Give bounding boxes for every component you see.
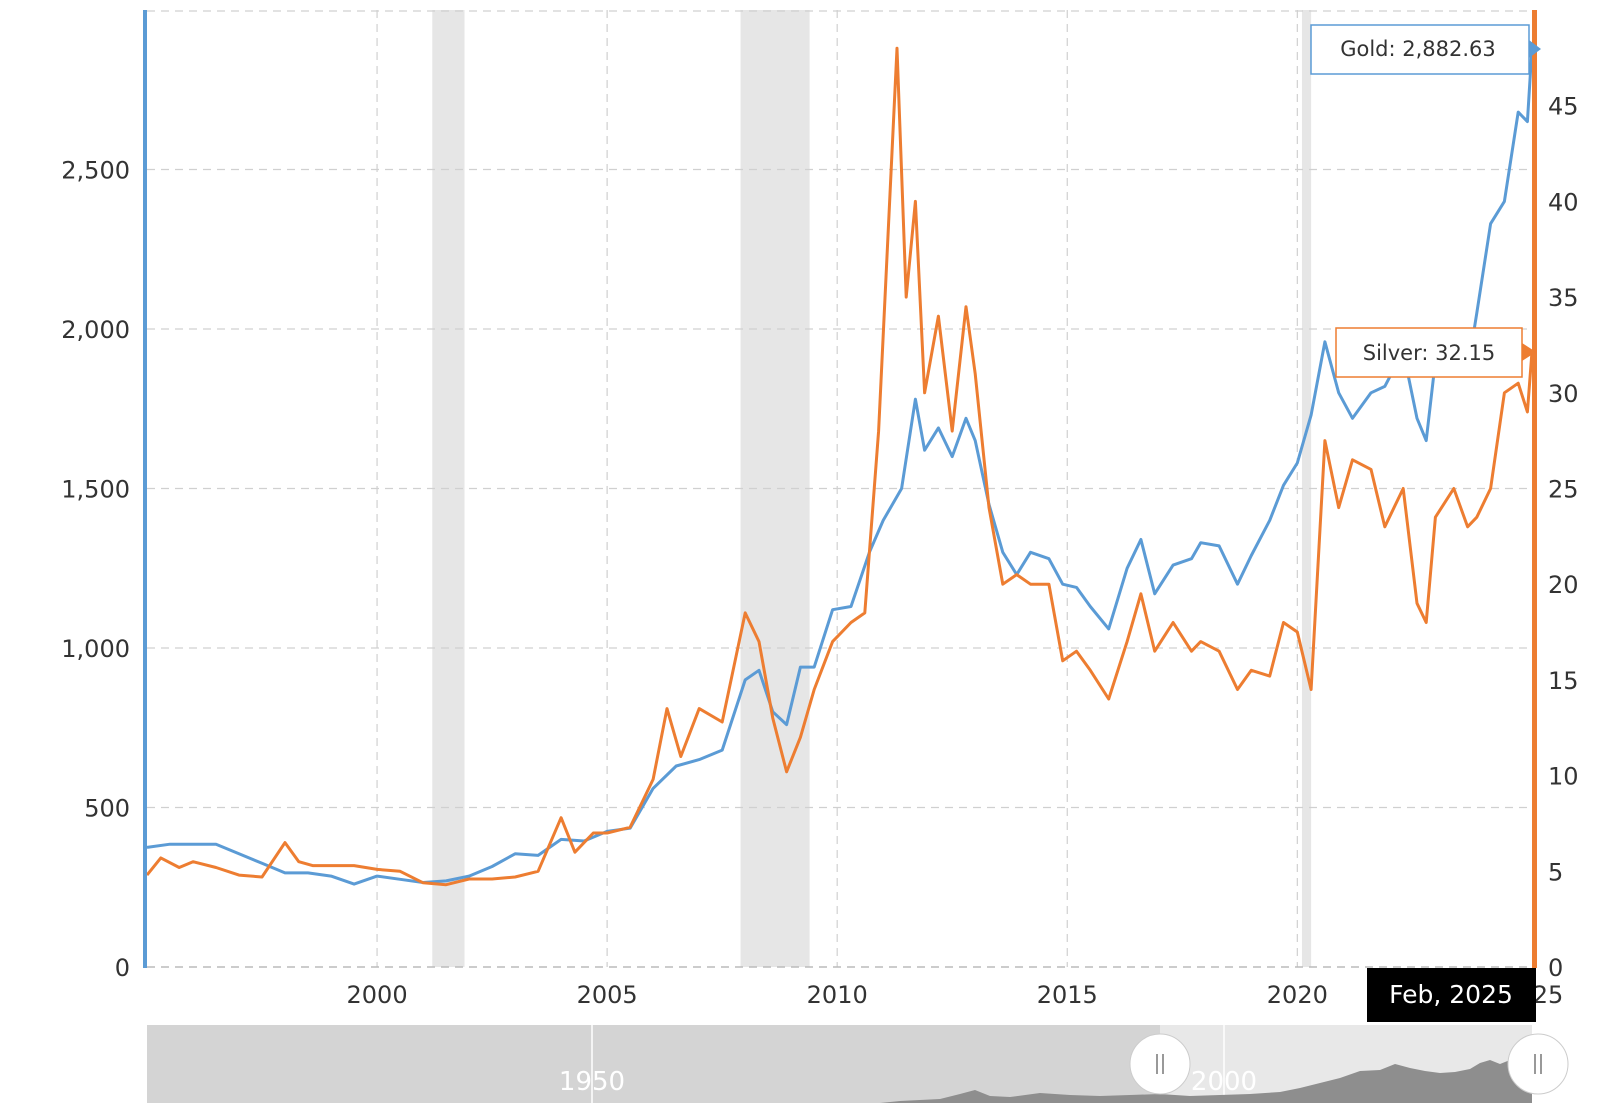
y-left-tick-label: 1,000 [61, 635, 130, 663]
x-tick-label-partial: 25 [1533, 981, 1564, 1009]
y-right-tick-label: 10 [1548, 763, 1579, 791]
x-tick-label: 2005 [577, 981, 638, 1009]
silver-tooltip: Silver: 32.15 [1335, 327, 1523, 378]
y-axis-right-bar [1532, 10, 1537, 968]
y-right-tick-label: 30 [1548, 380, 1579, 408]
gold-tooltip: Gold: 2,882.63 [1310, 24, 1530, 75]
y-left-tick-label: 1,500 [61, 476, 130, 504]
navigator-label-1950: 1950 [559, 1067, 625, 1097]
y-axis-right: 0 5 10 15 20 25 30 35 40 45 [1548, 93, 1579, 982]
x-tick-label: 2010 [807, 981, 868, 1009]
y-right-tick-label: 15 [1548, 667, 1579, 695]
series-line-silver[interactable] [145, 46, 1534, 887]
series-line-gold[interactable] [146, 47, 1534, 886]
y-right-tick-label: 5 [1548, 858, 1563, 886]
y-right-tick-label: 40 [1548, 188, 1579, 216]
navigator[interactable]: 1950 2000 [147, 1025, 1569, 1103]
y-left-tick-label: 0 [115, 954, 130, 982]
y-right-tick-label: 20 [1548, 571, 1579, 599]
y-right-tick-label: 25 [1548, 476, 1579, 504]
grid [147, 10, 1532, 968]
navigator-left-handle[interactable] [1129, 1033, 1191, 1095]
date-badge-text: Feb, 2025 [1389, 980, 1513, 1009]
x-tick-label: 2015 [1037, 981, 1098, 1009]
recession-band-2 [1301, 10, 1312, 967]
y-left-tick-label: 2,500 [61, 157, 130, 185]
silver-tooltip-text: Silver: 32.15 [1363, 341, 1495, 365]
series-lines[interactable] [145, 46, 1534, 887]
x-tick-label: 2000 [347, 981, 408, 1009]
gold-tooltip-text: Gold: 2,882.63 [1340, 37, 1496, 61]
navigator-right-handle[interactable] [1507, 1033, 1569, 1095]
date-badge: Feb, 2025 [1367, 968, 1536, 1022]
y-axis-left: 0 500 1,000 1,500 2,000 2,500 [61, 157, 130, 983]
y-left-tick-label: 500 [84, 795, 130, 823]
navigator-history-area [880, 1055, 1532, 1103]
silver-end-marker-icon [1522, 343, 1536, 361]
gold-end-marker-icon [1529, 40, 1541, 58]
navigator-label-2000: 2000 [1191, 1067, 1257, 1097]
x-tick-label: 2020 [1267, 981, 1328, 1009]
y-right-tick-label: 35 [1548, 284, 1579, 312]
y-left-tick-label: 2,000 [61, 316, 130, 344]
y-axis-left-bar [143, 10, 147, 968]
x-axis: 2000 2005 2010 2015 2020 [347, 981, 1328, 1009]
y-right-tick-label: 0 [1548, 954, 1563, 982]
y-right-tick-label: 45 [1548, 93, 1579, 121]
